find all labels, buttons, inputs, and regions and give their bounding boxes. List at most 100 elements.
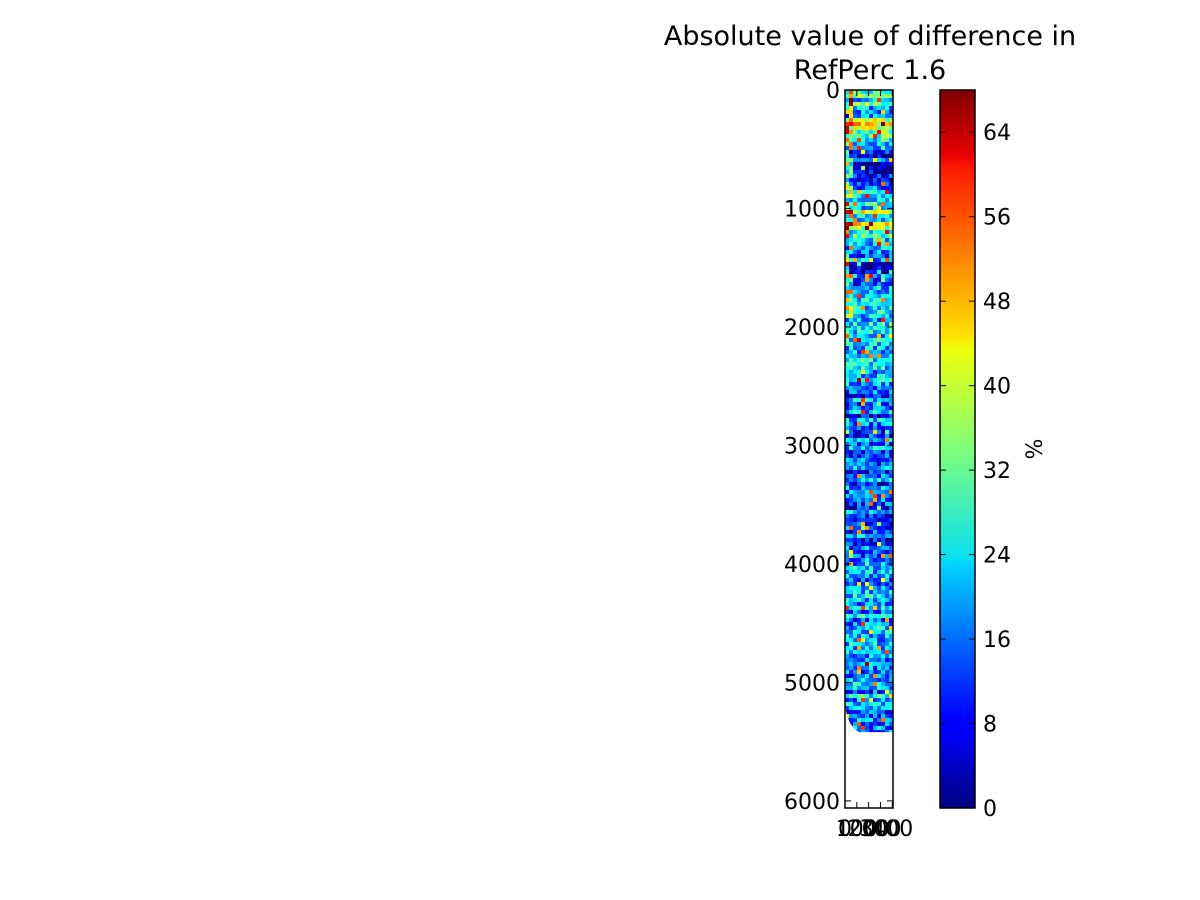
heatmap-cell — [857, 730, 862, 733]
heatmap-cell — [869, 630, 874, 635]
heatmap-cell — [869, 194, 874, 199]
heatmap-cell — [889, 374, 893, 379]
heatmap-cell — [849, 238, 854, 243]
heatmap-cell — [853, 222, 858, 227]
heatmap-cell — [861, 182, 866, 187]
heatmap-cell — [881, 534, 886, 539]
heatmap-cell — [869, 322, 874, 327]
heatmap-cell — [873, 330, 878, 335]
heatmap-cell — [845, 350, 850, 355]
heatmap-cell — [869, 534, 874, 539]
heatmap-cell — [869, 586, 874, 591]
heatmap-cell — [877, 154, 882, 159]
heatmap-cell — [885, 246, 890, 251]
heatmap-cell — [877, 438, 882, 443]
heatmap-cell — [865, 702, 870, 707]
heatmap-cell — [857, 398, 862, 403]
heatmap-cell — [873, 254, 878, 259]
heatmap-cell — [849, 294, 854, 299]
heatmap-cell — [877, 278, 882, 283]
heatmap-cell — [857, 598, 862, 603]
heatmap-cell — [885, 314, 890, 319]
heatmap-cell — [865, 398, 870, 403]
heatmap-cell — [873, 670, 878, 675]
heatmap-cell — [865, 98, 870, 103]
heatmap-cell — [853, 690, 858, 695]
heatmap-cell — [889, 262, 893, 267]
heatmap-cell — [885, 202, 890, 207]
heatmap-cell — [873, 470, 878, 475]
heatmap-cell — [845, 582, 850, 587]
heatmap-cell — [889, 538, 893, 543]
heatmap-cell — [881, 334, 886, 339]
heatmap-cell — [889, 550, 893, 555]
x-tick-label: 200 — [848, 817, 890, 842]
heatmap-cell — [873, 578, 878, 583]
heatmap-cell — [861, 106, 866, 111]
heatmap-cell — [865, 346, 870, 351]
heatmap-cell — [869, 186, 874, 191]
heatmap-cell — [849, 262, 854, 267]
heatmap-cell — [853, 574, 858, 579]
heatmap-cell — [877, 394, 882, 399]
heatmap-cell — [853, 406, 858, 411]
heatmap-cell — [889, 666, 893, 671]
heatmap-cell — [869, 434, 874, 439]
heatmap-cell — [881, 494, 886, 499]
heatmap-cell — [869, 238, 874, 243]
heatmap-cell — [861, 110, 866, 115]
heatmap-cell — [885, 326, 890, 331]
heatmap-cell — [849, 106, 854, 111]
heatmap-cell — [877, 166, 882, 171]
heatmap-cell — [881, 382, 886, 387]
heatmap-cell — [881, 610, 886, 615]
heatmap-cell — [877, 142, 882, 147]
heatmap-cell — [845, 506, 850, 511]
heatmap-cell — [889, 554, 893, 559]
heatmap-cell — [857, 454, 862, 459]
heatmap-cell — [869, 366, 874, 371]
heatmap-cell — [845, 630, 850, 635]
heatmap-cell — [885, 146, 890, 151]
heatmap-cell — [861, 254, 866, 259]
heatmap-cell — [849, 346, 854, 351]
heatmap-cell — [853, 646, 858, 651]
y-tick-label: 6000 — [784, 790, 840, 815]
heatmap-cell — [861, 378, 866, 383]
heatmap-cell — [853, 282, 858, 287]
heatmap-cell — [853, 454, 858, 459]
heatmap-cell — [849, 514, 854, 519]
heatmap-cell — [853, 202, 858, 207]
heatmap-cell — [849, 718, 854, 723]
heatmap-cell — [853, 102, 858, 107]
heatmap-cell — [881, 698, 886, 703]
heatmap-cell — [869, 466, 874, 471]
heatmap-cell — [845, 378, 850, 383]
heatmap-cell — [889, 90, 893, 95]
heatmap-cell — [889, 214, 893, 219]
heatmap-cell — [865, 554, 870, 559]
heatmap-cell — [861, 126, 866, 131]
heatmap-cell — [885, 598, 890, 603]
heatmap-cell — [865, 454, 870, 459]
heatmap-cell — [849, 538, 854, 543]
heatmap-cell — [869, 250, 874, 255]
heatmap-cell — [877, 386, 882, 391]
heatmap-cell — [849, 506, 854, 511]
heatmap-cell — [869, 598, 874, 603]
heatmap-cell — [857, 566, 862, 571]
colorbar-tick-label: 0 — [983, 797, 997, 822]
heatmap-cell — [857, 710, 862, 715]
heatmap-cell — [869, 698, 874, 703]
heatmap-cell — [853, 442, 858, 447]
heatmap-cell — [881, 106, 886, 111]
heatmap-cell — [865, 214, 870, 219]
heatmap-cell — [877, 666, 882, 671]
heatmap-cell — [865, 270, 870, 275]
heatmap-cell — [845, 382, 850, 387]
heatmap-cell — [869, 590, 874, 595]
heatmap-cell — [881, 558, 886, 563]
heatmap-cell — [881, 710, 886, 715]
heatmap-cell — [869, 218, 874, 223]
